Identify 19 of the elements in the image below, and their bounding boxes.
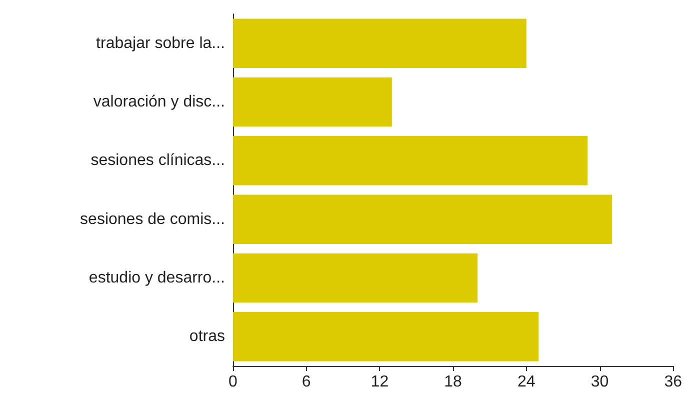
y-tick-label: sesiones de comis...	[80, 210, 225, 228]
x-tick-label: 24	[518, 374, 536, 390]
x-tick-label: 36	[664, 374, 682, 390]
bar	[233, 194, 612, 244]
x-tick-label: 12	[370, 374, 389, 390]
x-tick-label: 18	[444, 374, 462, 390]
y-tick-label: trabajar sobre la...	[96, 34, 225, 52]
bar	[233, 18, 526, 68]
x-tick-label: 30	[590, 374, 609, 390]
y-tick-label: valoración y disc...	[93, 94, 225, 110]
y-tick-label: otras	[189, 328, 225, 346]
y-tick-label: sesiones clínicas...	[90, 152, 225, 170]
x-tick-label: 6	[302, 374, 311, 390]
bar	[233, 136, 588, 186]
y-tick-label: estudio y desarro...	[88, 270, 225, 286]
x-tick-label: 0	[228, 374, 238, 390]
bar	[233, 77, 392, 127]
bar	[233, 312, 539, 362]
bar	[233, 253, 478, 303]
